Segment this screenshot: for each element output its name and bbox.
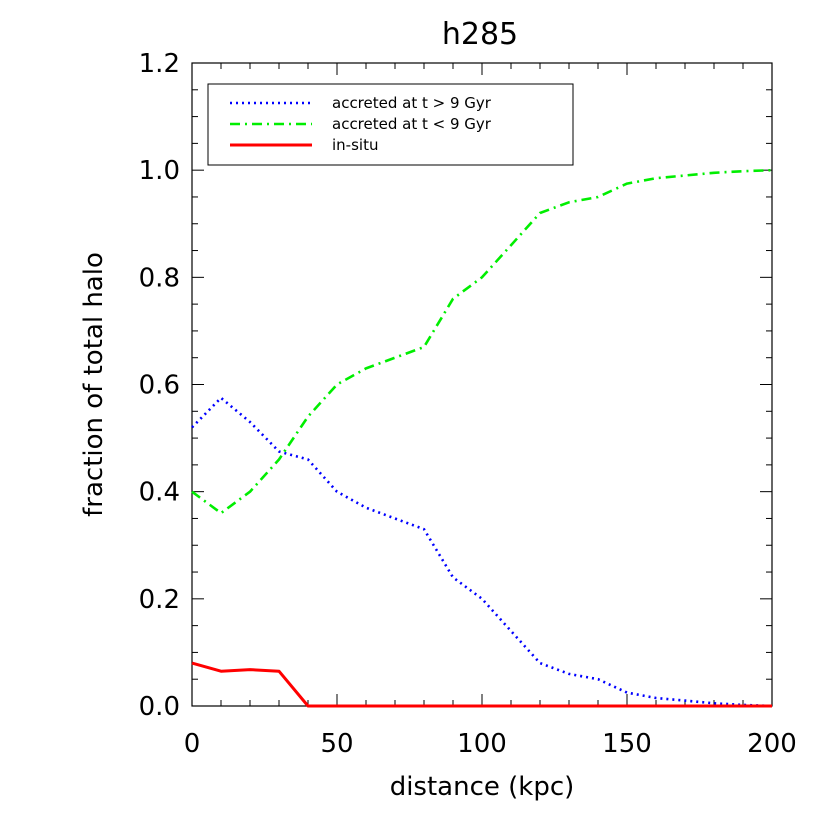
legend-label: accreted at t < 9 Gyr <box>332 115 492 133</box>
y-tick-label: 1.2 <box>139 49 180 79</box>
y-tick-label: 0.8 <box>139 263 180 293</box>
x-tick-label: 50 <box>320 729 353 759</box>
axis-ticks <box>191 62 773 707</box>
series-lines <box>191 168 773 708</box>
x-tick-label: 100 <box>457 729 507 759</box>
x-tick-label: 0 <box>184 729 201 759</box>
x-tick-labels: 0 50 100 150 200 <box>184 729 797 759</box>
y-tick-labels: 0.0 0.2 0.4 0.6 0.8 1.0 1.2 <box>139 49 180 722</box>
series-line <box>191 168 773 515</box>
y-tick-label: 0.6 <box>139 371 180 401</box>
x-tick-label: 200 <box>747 729 797 759</box>
y-tick-label: 0.0 <box>139 692 180 722</box>
series-line <box>191 396 773 708</box>
legend-label: accreted at t > 9 Gyr <box>332 94 492 112</box>
y-axis-label: fraction of total halo <box>79 252 109 517</box>
y-tick-label: 0.4 <box>139 478 180 508</box>
series-line <box>191 661 772 708</box>
legend: accreted at t > 9 Gyr accreted at t < 9 G… <box>207 83 574 166</box>
y-tick-label: 1.0 <box>139 156 180 186</box>
y-tick-label: 0.2 <box>139 585 180 615</box>
legend-label: in-situ <box>332 136 378 154</box>
chart-title: h285 <box>442 17 518 52</box>
x-axis-label: distance (kpc) <box>390 772 575 802</box>
x-tick-label: 150 <box>602 729 652 759</box>
